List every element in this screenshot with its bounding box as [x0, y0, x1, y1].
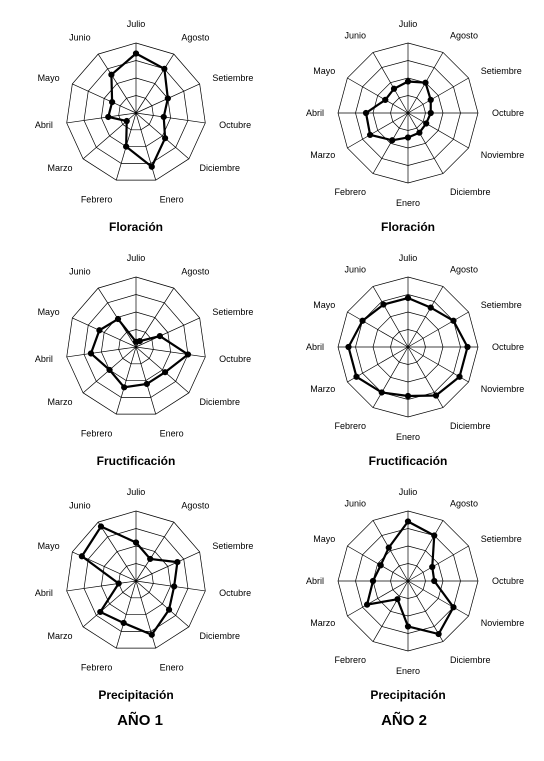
cell-a2-floracion: Julio Agosto Setiembre Octubre Noviembre Dici… — [280, 8, 536, 234]
radar-a2-fructificacion: Julio Agosto Setiembre Octubre Noviembre Dici… — [282, 242, 534, 452]
svg-text:Mayo: Mayo — [38, 541, 60, 551]
svg-text:Junio: Junio — [344, 264, 366, 274]
svg-text:Mayo: Mayo — [38, 73, 60, 83]
svg-text:Diciembre: Diciembre — [450, 655, 491, 665]
svg-text:Febrero: Febrero — [334, 187, 366, 197]
cell-a2-precipitacion: Julio Agosto Setiembre Octubre Noviembre Dici… — [280, 476, 536, 702]
svg-text:Julio: Julio — [399, 19, 418, 29]
svg-text:Setiembre: Setiembre — [481, 534, 522, 544]
svg-text:Enero: Enero — [160, 429, 184, 439]
radar-a1-fructificacion: Julio Agosto Setiembre Octubre Diciembre Ener… — [10, 242, 262, 452]
svg-text:Octubre: Octubre — [219, 588, 251, 598]
svg-text:Octubre: Octubre — [492, 108, 524, 118]
caption-a2-floracion: Floración — [381, 220, 435, 234]
caption-a1-fructificacion: Fructificación — [97, 454, 176, 468]
svg-text:Enero: Enero — [160, 195, 184, 205]
svg-text:Octubre: Octubre — [492, 342, 524, 352]
svg-text:Enero: Enero — [160, 663, 184, 673]
svg-text:Diciembre: Diciembre — [199, 397, 240, 407]
svg-text:Abril: Abril — [35, 120, 53, 130]
svg-text:Marzo: Marzo — [310, 384, 335, 394]
svg-text:Junio: Junio — [344, 498, 366, 508]
svg-text:Julio: Julio — [399, 253, 418, 263]
svg-text:Setiembre: Setiembre — [212, 541, 253, 551]
radar-a1-precipitacion: Julio Agosto Setiembre Octubre Diciembre Ener… — [10, 476, 262, 686]
svg-text:Agosto: Agosto — [450, 30, 478, 40]
svg-text:Noviembre: Noviembre — [481, 618, 525, 628]
svg-text:Diciembre: Diciembre — [450, 187, 491, 197]
svg-text:Marzo: Marzo — [48, 397, 73, 407]
svg-text:Enero: Enero — [396, 432, 420, 442]
svg-text:Diciembre: Diciembre — [450, 421, 491, 431]
cell-a1-floracion: Julio Agosto Setiembre Octubre Diciembre Ener… — [8, 8, 264, 234]
svg-text:Junio: Junio — [69, 32, 91, 42]
svg-text:Enero: Enero — [396, 198, 420, 208]
svg-text:Junio: Junio — [69, 500, 91, 510]
svg-text:Abril: Abril — [35, 588, 53, 598]
svg-text:Octubre: Octubre — [219, 120, 251, 130]
svg-text:Abril: Abril — [35, 354, 53, 364]
chart-grid: Julio Agosto Setiembre Octubre Diciembre Ener… — [8, 8, 536, 702]
svg-text:Marzo: Marzo — [310, 150, 335, 160]
svg-text:Junio: Junio — [344, 30, 366, 40]
year-row: AÑO 1 AÑO 2 — [8, 712, 536, 729]
svg-text:Mayo: Mayo — [313, 534, 335, 544]
svg-text:Marzo: Marzo — [310, 618, 335, 628]
svg-text:Febrero: Febrero — [334, 421, 366, 431]
svg-text:Febrero: Febrero — [334, 655, 366, 665]
svg-text:Agosto: Agosto — [450, 264, 478, 274]
svg-text:Marzo: Marzo — [48, 631, 73, 641]
year-2-label: AÑO 2 — [272, 712, 536, 729]
svg-text:Abril: Abril — [306, 576, 324, 586]
svg-text:Febrero: Febrero — [81, 195, 113, 205]
svg-text:Setiembre: Setiembre — [212, 73, 253, 83]
caption-a1-floracion: Floración — [109, 220, 163, 234]
svg-text:Diciembre: Diciembre — [199, 631, 240, 641]
svg-text:Mayo: Mayo — [313, 66, 335, 76]
radar-a1-floracion: Julio Agosto Setiembre Octubre Diciembre Ener… — [10, 8, 262, 218]
svg-text:Junio: Junio — [69, 266, 91, 276]
svg-text:Setiembre: Setiembre — [481, 66, 522, 76]
svg-text:Julio: Julio — [127, 253, 146, 263]
caption-a1-precipitacion: Precipitación — [98, 688, 173, 702]
radar-a2-floracion: Julio Agosto Setiembre Octubre Noviembre Dici… — [282, 8, 534, 218]
svg-text:Octubre: Octubre — [492, 576, 524, 586]
svg-text:Agosto: Agosto — [181, 500, 209, 510]
svg-text:Setiembre: Setiembre — [481, 300, 522, 310]
svg-text:Octubre: Octubre — [219, 354, 251, 364]
svg-text:Noviembre: Noviembre — [481, 150, 525, 160]
cell-a1-precipitacion: Julio Agosto Setiembre Octubre Diciembre Ener… — [8, 476, 264, 702]
svg-text:Febrero: Febrero — [81, 663, 113, 673]
caption-a2-fructificacion: Fructificación — [369, 454, 448, 468]
svg-text:Julio: Julio — [399, 487, 418, 497]
radar-a2-precipitacion: Julio Agosto Setiembre Octubre Noviembre Dici… — [282, 476, 534, 686]
svg-text:Noviembre: Noviembre — [481, 384, 525, 394]
svg-text:Abril: Abril — [306, 108, 324, 118]
svg-text:Mayo: Mayo — [313, 300, 335, 310]
caption-a2-precipitacion: Precipitación — [370, 688, 445, 702]
svg-text:Mayo: Mayo — [38, 307, 60, 317]
svg-text:Enero: Enero — [396, 666, 420, 676]
year-1-label: AÑO 1 — [8, 712, 272, 729]
svg-text:Febrero: Febrero — [81, 429, 113, 439]
svg-text:Abril: Abril — [306, 342, 324, 352]
svg-text:Setiembre: Setiembre — [212, 307, 253, 317]
svg-text:Julio: Julio — [127, 487, 146, 497]
svg-text:Agosto: Agosto — [181, 32, 209, 42]
cell-a2-fructificacion: Julio Agosto Setiembre Octubre Noviembre Dici… — [280, 242, 536, 468]
svg-text:Julio: Julio — [127, 19, 146, 29]
svg-text:Agosto: Agosto — [450, 498, 478, 508]
svg-text:Diciembre: Diciembre — [199, 163, 240, 173]
svg-text:Agosto: Agosto — [181, 266, 209, 276]
cell-a1-fructificacion: Julio Agosto Setiembre Octubre Diciembre Ener… — [8, 242, 264, 468]
svg-text:Marzo: Marzo — [48, 163, 73, 173]
